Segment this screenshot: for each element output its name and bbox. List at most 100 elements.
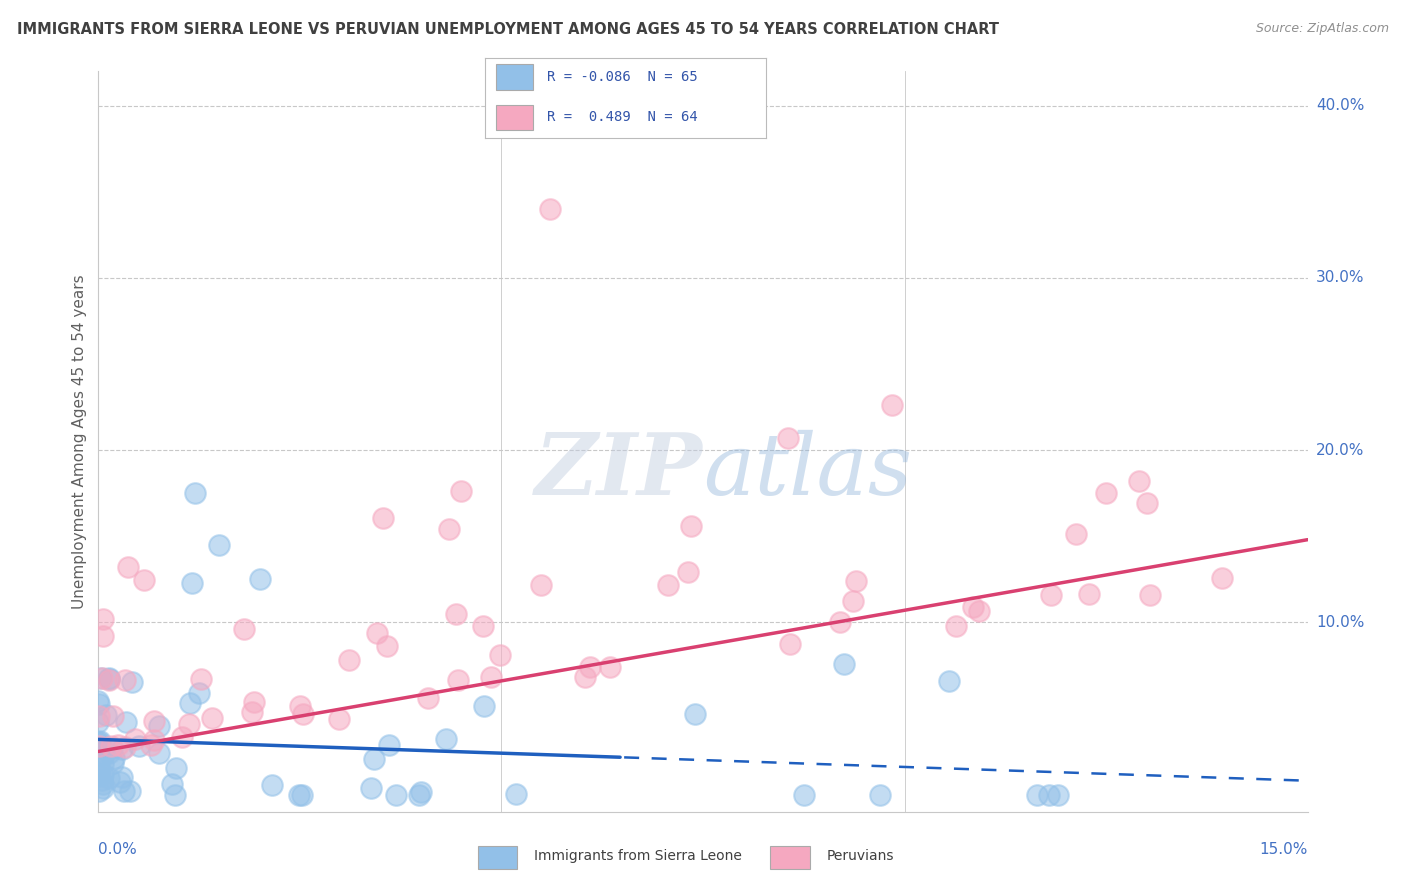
- Point: [574, 670, 596, 684]
- Point: [93, 747, 115, 762]
- Point: [87, 715, 110, 730]
- Point: [90, 671, 112, 685]
- Point: [377, 738, 399, 752]
- Point: [444, 607, 467, 622]
- Point: [1211, 571, 1233, 585]
- Point: [776, 431, 799, 445]
- Point: [360, 780, 382, 795]
- Text: 10.0%: 10.0%: [1316, 615, 1364, 630]
- Point: [1026, 788, 1049, 802]
- Text: 0.0%: 0.0%: [98, 842, 138, 857]
- Point: [180, 575, 202, 590]
- Point: [172, 730, 194, 744]
- Point: [1128, 475, 1150, 489]
- Point: [97, 672, 120, 686]
- Point: [89, 697, 111, 711]
- Point: [101, 756, 124, 771]
- Point: [114, 673, 136, 687]
- Point: [249, 572, 271, 586]
- Point: [505, 788, 527, 802]
- Point: [107, 738, 129, 752]
- Point: [683, 706, 706, 721]
- FancyBboxPatch shape: [496, 104, 533, 130]
- Point: [832, 657, 855, 671]
- Point: [657, 577, 679, 591]
- Point: [418, 691, 440, 706]
- Point: [87, 694, 110, 708]
- Text: 40.0%: 40.0%: [1316, 98, 1364, 113]
- Point: [97, 672, 120, 686]
- Point: [579, 659, 602, 673]
- Point: [89, 739, 111, 754]
- Point: [828, 615, 851, 630]
- Point: [179, 697, 201, 711]
- Point: [200, 711, 222, 725]
- Point: [1095, 486, 1118, 500]
- Text: R =  0.489  N = 64: R = 0.489 N = 64: [547, 111, 697, 124]
- Point: [98, 673, 121, 687]
- Point: [142, 714, 165, 728]
- Point: [91, 629, 114, 643]
- Point: [124, 732, 146, 747]
- Point: [945, 619, 967, 633]
- Point: [87, 784, 110, 798]
- Point: [90, 773, 112, 788]
- Point: [94, 708, 117, 723]
- Point: [373, 510, 395, 524]
- Point: [148, 719, 170, 733]
- Point: [793, 788, 815, 802]
- Point: [880, 398, 903, 412]
- Point: [962, 600, 984, 615]
- Point: [121, 674, 143, 689]
- Point: [91, 777, 114, 791]
- Text: 20.0%: 20.0%: [1316, 442, 1364, 458]
- Point: [118, 784, 141, 798]
- Text: atlas: atlas: [703, 430, 912, 513]
- Point: [112, 784, 135, 798]
- Point: [779, 637, 801, 651]
- Point: [337, 653, 360, 667]
- Point: [288, 788, 311, 802]
- Point: [100, 739, 122, 753]
- Point: [328, 712, 350, 726]
- Point: [101, 741, 124, 756]
- Point: [87, 736, 110, 750]
- Point: [187, 686, 209, 700]
- Point: [184, 486, 207, 500]
- Point: [165, 761, 187, 775]
- Point: [291, 788, 314, 802]
- Point: [436, 732, 458, 747]
- Point: [408, 788, 430, 802]
- Point: [91, 612, 114, 626]
- Point: [87, 735, 110, 749]
- Point: [87, 767, 110, 781]
- Point: [190, 672, 212, 686]
- Point: [87, 768, 110, 782]
- Point: [366, 625, 388, 640]
- Text: Source: ZipAtlas.com: Source: ZipAtlas.com: [1256, 22, 1389, 36]
- Point: [260, 778, 283, 792]
- Point: [375, 640, 398, 654]
- Point: [437, 522, 460, 536]
- Point: [363, 752, 385, 766]
- Point: [240, 705, 263, 719]
- Point: [479, 670, 502, 684]
- Point: [411, 785, 433, 799]
- Point: [385, 788, 408, 802]
- Point: [679, 519, 702, 533]
- Point: [115, 715, 138, 730]
- Point: [233, 622, 256, 636]
- Point: [108, 774, 131, 789]
- Point: [938, 673, 960, 688]
- FancyBboxPatch shape: [496, 64, 533, 90]
- Point: [91, 757, 114, 772]
- Point: [101, 708, 124, 723]
- Point: [1047, 788, 1070, 802]
- Point: [243, 695, 266, 709]
- Point: [472, 619, 495, 633]
- Point: [90, 671, 112, 685]
- Point: [1064, 527, 1087, 541]
- Point: [1039, 588, 1062, 602]
- Text: 15.0%: 15.0%: [1260, 842, 1308, 857]
- Point: [969, 604, 991, 618]
